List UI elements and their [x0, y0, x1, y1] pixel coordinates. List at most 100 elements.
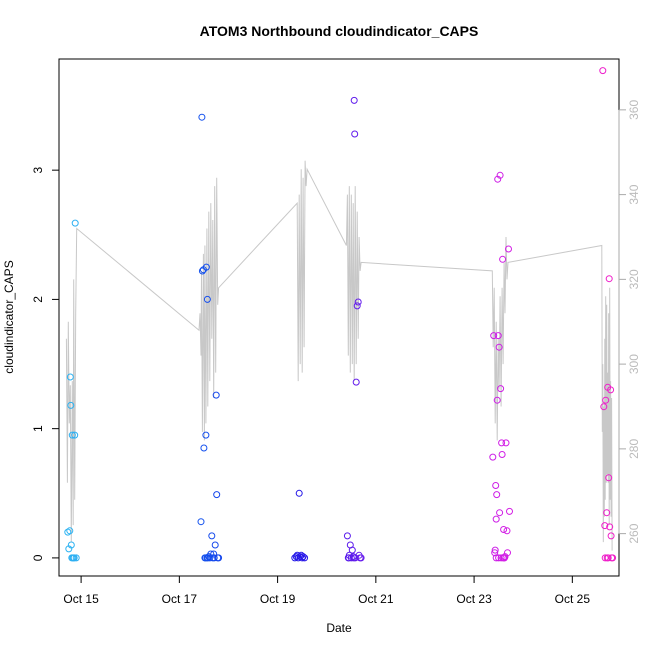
right-y-tick-label: 320	[627, 269, 641, 289]
data-point	[215, 554, 223, 562]
data-point	[350, 554, 358, 562]
data-point	[506, 507, 513, 515]
data-point	[350, 96, 358, 104]
y-axis: 0 1 2 3	[31, 166, 60, 561]
data-point	[498, 439, 506, 447]
right-y-tick-label: 340	[627, 184, 641, 204]
right-y-tick-label: 280	[627, 439, 641, 459]
data-point	[299, 553, 307, 561]
data-point	[198, 113, 206, 121]
data-point	[67, 401, 75, 409]
data-point	[499, 255, 507, 263]
data-point	[491, 546, 499, 554]
data-point	[607, 386, 615, 394]
data-point	[490, 332, 498, 340]
right-y-tick-label: 300	[627, 354, 641, 374]
data-point	[71, 431, 79, 439]
data-point	[212, 391, 220, 399]
right-y-tick-label: 260	[627, 523, 641, 543]
data-point	[213, 491, 221, 499]
data-point	[343, 532, 351, 540]
data-point	[492, 554, 500, 562]
y-tick-label: 2	[31, 296, 45, 303]
data-point	[496, 171, 504, 179]
data-point	[348, 546, 356, 554]
data-point	[71, 219, 79, 227]
data-point	[210, 550, 218, 558]
data-point	[603, 509, 611, 517]
right-y-axis: 260 280 300 320 340 360	[618, 100, 641, 544]
data-point	[493, 396, 501, 404]
data-point	[70, 554, 78, 562]
y-axis-label: cloudindicator_CAPS	[2, 260, 16, 373]
data-point	[493, 491, 501, 499]
data-point	[67, 541, 75, 549]
right-y-tick-label: 360	[627, 100, 641, 120]
data-point	[203, 295, 211, 303]
data-point	[352, 378, 360, 386]
data-point	[198, 267, 206, 275]
x-tick-label: Oct 21	[358, 592, 394, 606]
data-point	[497, 385, 505, 393]
x-tick-label: Oct 17	[162, 592, 198, 606]
data-point	[68, 431, 76, 439]
data-point	[495, 343, 503, 351]
data-point	[609, 554, 617, 562]
right-axis-line-layer	[65, 160, 613, 551]
data-point	[200, 444, 208, 452]
data-point	[505, 245, 512, 253]
data-point	[599, 67, 607, 75]
data-point	[489, 453, 497, 461]
plot-frame	[58, 58, 620, 577]
x-tick-label: Oct 23	[456, 592, 492, 606]
data-point	[298, 554, 306, 562]
data-point	[347, 554, 355, 562]
data-point	[211, 541, 219, 549]
data-point	[601, 522, 609, 530]
y-tick-label: 3	[31, 166, 45, 173]
y-tick-label: 1	[31, 425, 45, 432]
data-point	[497, 554, 505, 562]
data-point	[602, 396, 610, 404]
data-point	[600, 403, 608, 411]
data-point	[66, 527, 74, 535]
data-point	[354, 298, 362, 306]
data-point	[345, 554, 353, 562]
data-point	[492, 515, 500, 523]
data-point	[206, 554, 214, 562]
data-point	[351, 130, 359, 138]
data-point	[295, 489, 303, 497]
data-point	[201, 554, 209, 562]
data-point	[607, 532, 615, 540]
scatter-points-layer	[64, 67, 617, 562]
data-point	[357, 554, 365, 562]
data-point	[208, 532, 216, 540]
data-point	[301, 554, 309, 562]
data-point	[502, 439, 510, 447]
data-point	[197, 518, 205, 526]
data-point	[210, 554, 218, 562]
data-point	[202, 263, 210, 271]
data-point	[494, 332, 502, 340]
right-axis-series-line	[65, 160, 613, 551]
data-point	[72, 554, 80, 562]
data-point	[605, 474, 613, 482]
data-point	[496, 509, 504, 517]
x-tick-label: Oct 15	[63, 592, 99, 606]
data-point	[606, 523, 614, 531]
data-point	[202, 431, 210, 439]
x-axis: Oct 15 Oct 17 Oct 19 Oct 21 Oct 23 Oct 25	[63, 575, 591, 606]
data-point	[353, 302, 361, 310]
data-point	[207, 550, 215, 558]
chart-title: ATOM3 Northbound cloudindicator_CAPS	[200, 23, 479, 39]
data-point	[604, 554, 612, 562]
data-point	[605, 275, 613, 283]
data-point	[500, 526, 508, 533]
data-point	[492, 482, 500, 489]
data-point	[498, 451, 506, 458]
data-point	[64, 528, 72, 536]
x-tick-label: Oct 19	[260, 592, 296, 606]
data-point	[503, 527, 511, 535]
x-tick-label: Oct 25	[555, 592, 591, 606]
